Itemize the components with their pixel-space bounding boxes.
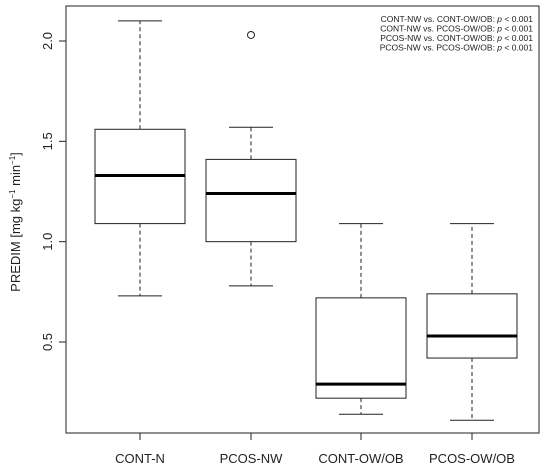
annotation-comparison: PCOS-NW vs. CONT-OW/OB: bbox=[380, 33, 497, 43]
iqr-box bbox=[205, 158, 297, 243]
annotations: CONT-NW vs. CONT-OW/OB: p < 0.001CONT-NW… bbox=[380, 14, 534, 53]
annotation-comparison: CONT-NW vs. CONT-OW/OB: bbox=[381, 14, 498, 24]
outlier-point bbox=[247, 30, 255, 39]
p-value-annotation: CONT-NW vs. PCOS-OW/OB: p < 0.001 bbox=[380, 24, 533, 34]
plot-frame bbox=[65, 5, 540, 434]
annotation-comparison: PCOS-NW vs. PCOS-OW/OB: bbox=[380, 43, 498, 53]
box-group bbox=[426, 223, 518, 421]
annotation-value: < 0.001 bbox=[502, 43, 533, 53]
y-tick-label: 2.0 bbox=[40, 32, 55, 50]
y-axis: 0.5 1.0 1.5 2.0 bbox=[40, 32, 66, 351]
box-group bbox=[205, 30, 297, 287]
y-tick-label: 0.5 bbox=[40, 333, 55, 351]
y-axis-label: PREDIM [mg kg−1 min−1] bbox=[8, 152, 23, 292]
x-axis: CONT-N PCOS-NW CONT-OW/OB PCOS-OW/OB bbox=[115, 433, 515, 466]
box-group bbox=[94, 20, 186, 297]
iqr-box bbox=[426, 293, 518, 359]
x-tick-label: CONT-OW/OB bbox=[318, 451, 403, 466]
annotation-value: < 0.001 bbox=[502, 33, 533, 43]
annotation-p: p bbox=[496, 24, 502, 34]
iqr-box bbox=[315, 297, 407, 399]
annotation-comparison: CONT-NW vs. PCOS-OW/OB: bbox=[380, 24, 497, 34]
annotation-p: p bbox=[496, 33, 502, 43]
box-group bbox=[315, 223, 407, 415]
boxes bbox=[94, 20, 518, 421]
annotation-value: < 0.001 bbox=[502, 14, 533, 24]
x-tick-label: PCOS-NW bbox=[220, 451, 284, 466]
annotation-p: p bbox=[496, 14, 502, 24]
p-value-annotation: CONT-NW vs. CONT-OW/OB: p < 0.001 bbox=[381, 14, 534, 24]
y-tick-label: 1.5 bbox=[40, 132, 55, 150]
annotation-value: < 0.001 bbox=[502, 24, 533, 34]
x-tick-label: CONT-N bbox=[115, 451, 165, 466]
p-value-annotation: PCOS-NW vs. CONT-OW/OB: p < 0.001 bbox=[380, 33, 533, 43]
y-tick-label: 1.0 bbox=[40, 233, 55, 251]
p-value-annotation: PCOS-NW vs. PCOS-OW/OB: p < 0.001 bbox=[380, 43, 534, 53]
annotation-p: p bbox=[496, 43, 502, 53]
x-tick-label: PCOS-OW/OB bbox=[429, 451, 515, 466]
